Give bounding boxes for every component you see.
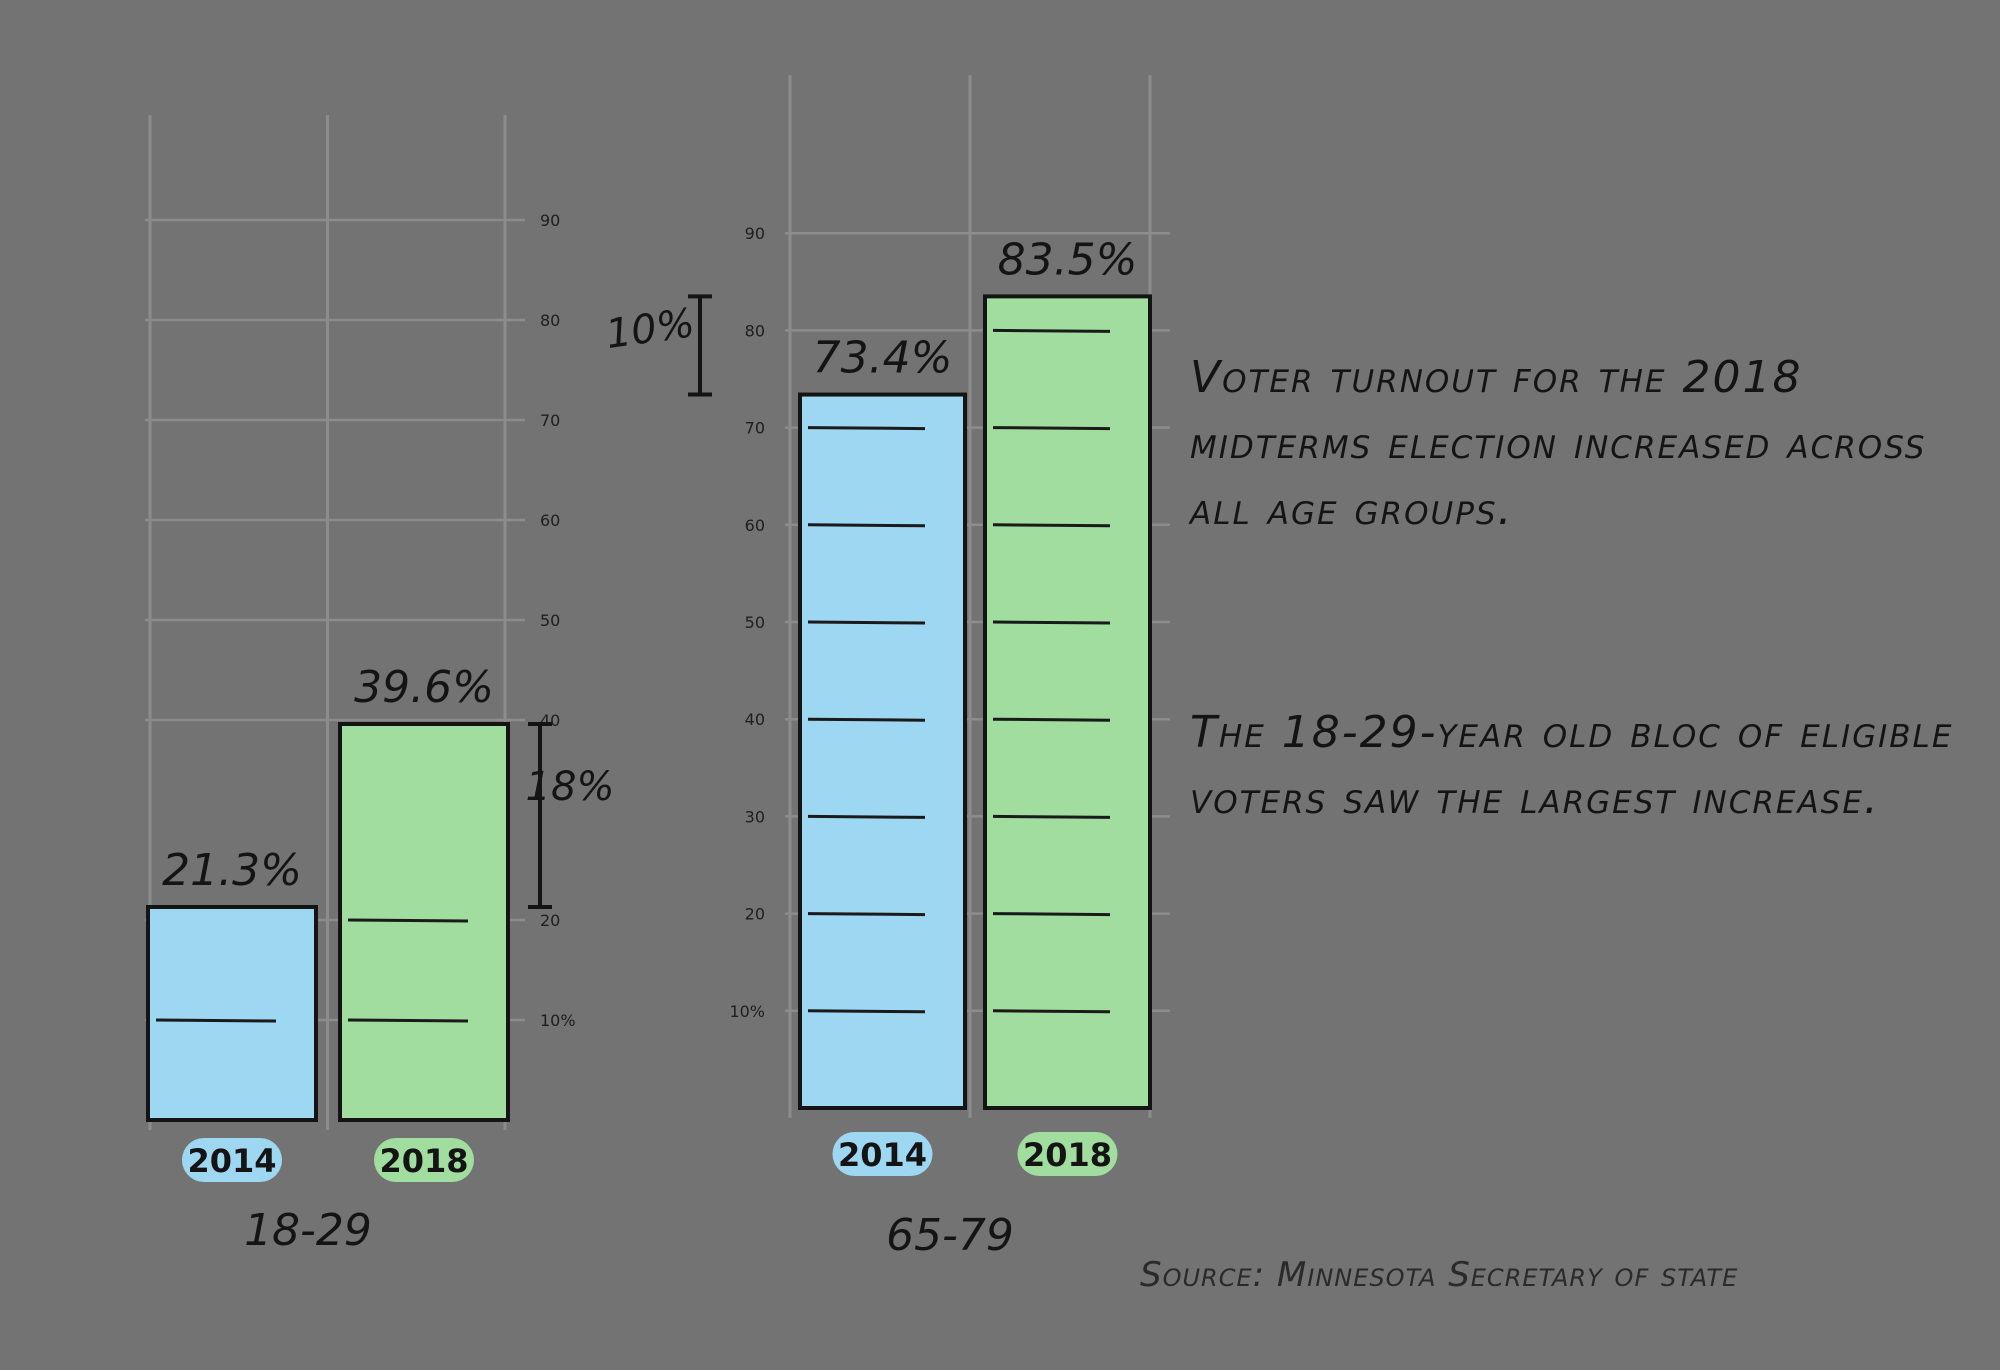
x-tick-label: 2018 <box>1023 1136 1112 1174</box>
bar-65-79-2014 <box>798 392 967 1110</box>
x-tick-label: 2014 <box>838 1136 927 1174</box>
y-tick-label: 20 <box>540 911 560 930</box>
category-pill <box>182 1138 282 1182</box>
y-tick-label: 80 <box>540 311 560 330</box>
x-tick-label: 2014 <box>187 1142 276 1180</box>
bar-stroke <box>347 1018 469 1023</box>
y-tick-label: 50 <box>745 613 765 632</box>
y-tick-label: 60 <box>745 516 765 535</box>
bar-stroke <box>992 717 1111 722</box>
y-tick-label: 40 <box>540 711 560 730</box>
y-tick-label: 60 <box>540 511 560 530</box>
value-label: 83.5% <box>998 234 1138 285</box>
source-note: Source: Minnesota Secretary of state <box>1140 1255 1739 1295</box>
y-tick-label: 50 <box>540 611 560 630</box>
difference-bracket <box>528 722 552 909</box>
bar-stroke <box>992 912 1111 917</box>
category-pill <box>374 1138 474 1182</box>
difference-bracket <box>688 294 712 397</box>
bar-stroke <box>807 426 926 431</box>
y-tick-label: 20 <box>745 905 765 924</box>
bar-stroke <box>992 328 1111 333</box>
value-label: 73.4% <box>813 333 953 384</box>
bar-stroke <box>807 523 926 528</box>
y-tick-label: 70 <box>745 419 765 438</box>
bar-stroke <box>155 1018 277 1023</box>
bar-stroke <box>807 1009 926 1014</box>
group-label: 18-29 <box>244 1205 372 1256</box>
bar-stroke <box>807 912 926 917</box>
bar-stroke <box>347 918 469 923</box>
value-label: 39.6% <box>354 662 494 713</box>
y-tick-label: 40 <box>745 710 765 729</box>
category-pill <box>1017 1132 1118 1176</box>
y-tick-label: 10% <box>540 1011 576 1030</box>
y-tick-label: 90 <box>540 211 560 230</box>
value-label: 21.3% <box>162 845 302 896</box>
bar-stroke <box>992 814 1111 819</box>
y-tick-label: 80 <box>745 321 765 340</box>
annotation-paragraph-2: The 18-29-year old bloc of eligible vote… <box>1190 707 1954 824</box>
y-tick-label: 70 <box>540 411 560 430</box>
bar-stroke <box>992 1009 1111 1014</box>
bar-stroke <box>807 717 926 722</box>
annotation-paragraph-1: Voter turnout for the 2018 midterms elec… <box>1190 352 1927 535</box>
x-tick-label: 2018 <box>379 1142 468 1180</box>
difference-label: 10% <box>603 300 697 358</box>
bar-65-79-2018 <box>983 294 1152 1110</box>
chart-65-79: 10% 20 30 40 50 60 70 80 90 73.4% 2014 83.5% 2018 10%… <box>603 75 1170 1261</box>
bar-stroke <box>807 814 926 819</box>
category-pill <box>832 1132 933 1176</box>
bar-stroke <box>992 523 1111 528</box>
difference-label: 18% <box>526 764 615 810</box>
y-tick-label: 30 <box>745 807 765 826</box>
bar-18-29-2018 <box>338 722 510 1122</box>
bar-stroke <box>992 620 1111 625</box>
bar-stroke <box>807 620 926 625</box>
group-label: 65-79 <box>886 1210 1014 1261</box>
bar-stroke <box>992 426 1111 431</box>
y-tick-label: 90 <box>745 224 765 243</box>
y-tick-label: 10% <box>729 1002 765 1021</box>
bar-18-29-2014 <box>146 905 318 1122</box>
chart-18-29: 10% 20 40 50 60 70 80 90 21.3% 2014 39.6% 2018 18% 18… <box>145 115 614 1256</box>
